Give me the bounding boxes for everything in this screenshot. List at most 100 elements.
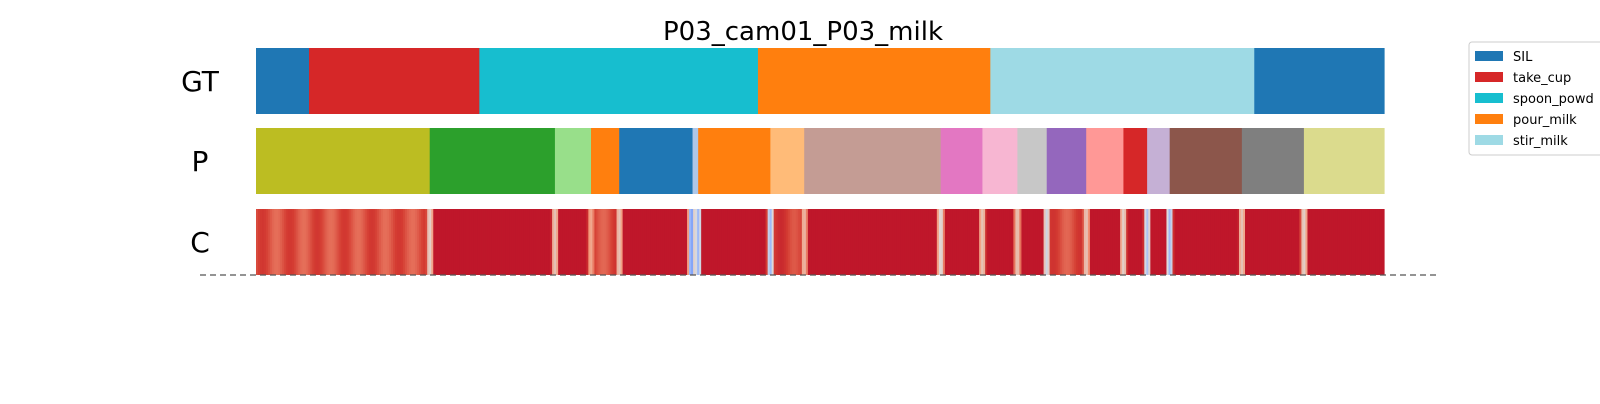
confidence-cell (1154, 209, 1157, 275)
confidence-cell (1063, 209, 1067, 275)
confidence-cell (963, 209, 966, 275)
row-gt: GT (181, 48, 1385, 114)
confidence-cell (743, 209, 747, 275)
confidence-cell (894, 209, 898, 275)
confidence-cell (288, 209, 291, 275)
confidence-cell (961, 209, 964, 275)
confidence-cell (1136, 209, 1139, 275)
confidence-cell (1073, 209, 1077, 275)
confidence-cell (799, 209, 803, 275)
confidence-cell (1367, 209, 1371, 275)
confidence-cell (993, 209, 996, 275)
confidence-cell (862, 209, 865, 275)
confidence-cell (515, 209, 519, 275)
confidence-cell (638, 209, 642, 275)
confidence-cell (340, 209, 344, 275)
confidence-cell (985, 209, 988, 275)
confidence-cell (1152, 209, 1155, 275)
confidence-cell (360, 209, 364, 275)
confidence-cell (586, 209, 589, 275)
confidence-cell (1359, 209, 1363, 275)
confidence-cell (582, 209, 585, 275)
confidence-cell (854, 209, 857, 275)
confidence-cell (542, 209, 545, 275)
confidence-cell (1295, 209, 1298, 275)
confidence-cell (630, 209, 634, 275)
confidence-cell (850, 209, 853, 275)
confidence-cell (610, 209, 614, 275)
confidence-cell (642, 209, 646, 275)
confidence-cell (1112, 209, 1115, 275)
confidence-cell (1331, 209, 1335, 275)
confidence-cell (620, 209, 624, 275)
confidence-cell (709, 209, 712, 275)
confidence-cell (1369, 209, 1373, 275)
confidence-cell (608, 209, 612, 275)
segment-p-12 (1046, 128, 1087, 194)
confidence-cell (1146, 209, 1149, 275)
confidence-cell (801, 209, 805, 275)
confidence-cell (1190, 209, 1194, 275)
confidence-cell (493, 209, 497, 275)
confidence-cell (1005, 209, 1008, 275)
confidence-cell (1321, 209, 1325, 275)
confidence-cell (533, 209, 537, 275)
confidence-cell (548, 209, 551, 275)
confidence-cell (358, 209, 362, 275)
confidence-cell (1162, 209, 1166, 275)
confidence-cell (1238, 209, 1242, 275)
confidence-cell (517, 209, 521, 275)
confidence-cell (491, 209, 495, 275)
confidence-cell (509, 209, 513, 275)
confidence-cell (1303, 209, 1307, 275)
confidence-cell (1224, 209, 1228, 275)
legend-label: pour_milk (1513, 113, 1577, 128)
confidence-cell (1343, 209, 1347, 275)
legend-swatch (1475, 93, 1503, 103)
confidence-cell (260, 209, 263, 275)
confidence-cell (701, 209, 704, 275)
confidence-cell (596, 209, 600, 275)
segment-p-4 (619, 128, 694, 194)
confidence-cell (1031, 209, 1035, 275)
confidence-cell (997, 209, 1000, 275)
confidence-cell (884, 209, 888, 275)
legend-swatch (1475, 51, 1503, 61)
confidence-cell (501, 209, 505, 275)
confidence-cell (1255, 209, 1258, 275)
confidence-cell (727, 209, 730, 275)
confidence-cell (674, 209, 678, 275)
confidence-cell (739, 209, 743, 275)
confidence-cell (1089, 209, 1093, 275)
confidence-cell (556, 209, 559, 275)
legend-label: stir_milk (1513, 134, 1568, 149)
legend-swatch (1475, 114, 1503, 124)
confidence-cell (892, 209, 896, 275)
confidence-cell (314, 209, 318, 275)
confidence-cell (1081, 209, 1085, 275)
legend-label: spoon_powd (1513, 92, 1594, 107)
confidence-cell (787, 209, 791, 275)
confidence-cell (1114, 209, 1117, 275)
confidence-cell (290, 209, 293, 275)
confidence-cell (1275, 209, 1278, 275)
confidence-cell (322, 209, 326, 275)
confidence-cell (1071, 209, 1075, 275)
confidence-cell (308, 209, 311, 275)
legend-swatch (1475, 135, 1503, 145)
confidence-cell (1140, 209, 1143, 275)
confidence-cell (683, 209, 686, 275)
confidence-cell (765, 209, 769, 275)
confidence-cell (1110, 209, 1113, 275)
confidence-cell (991, 209, 994, 275)
confidence-cell (1361, 209, 1365, 275)
confidence-cell (1128, 209, 1131, 275)
confidence-cell (481, 209, 485, 275)
confidence-cell (330, 209, 334, 275)
confidence-cell (292, 209, 295, 275)
confidence-cell (604, 209, 608, 275)
confidence-cell (856, 209, 859, 275)
confidence-cell (1116, 209, 1119, 275)
confidence-cell (1007, 209, 1010, 275)
confidence-cell (872, 209, 875, 275)
